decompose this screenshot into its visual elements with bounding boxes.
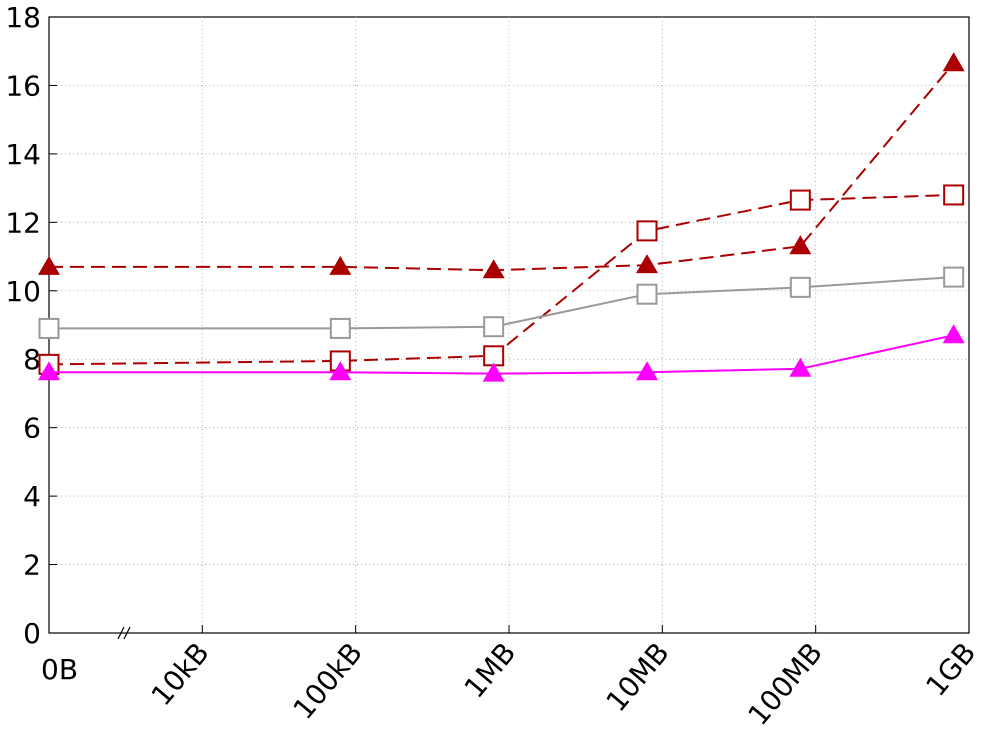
y-tick-label: 12 — [5, 206, 41, 239]
marker — [942, 324, 965, 344]
y-tick-label: 2 — [23, 549, 41, 582]
marker — [636, 361, 658, 381]
marker — [943, 184, 965, 206]
series-line — [49, 62, 955, 272]
y-tick-label: 10 — [5, 275, 41, 308]
x-tick-label: 10kB — [145, 636, 216, 712]
marker — [789, 189, 811, 211]
marker — [636, 254, 658, 274]
x-tick-label: 10MB — [600, 636, 676, 718]
marker — [636, 220, 658, 242]
y-tick-label: 14 — [5, 138, 41, 171]
marker — [38, 361, 60, 381]
x-tick-label: 1MB — [458, 636, 523, 704]
axis-break — [117, 626, 131, 640]
marker — [789, 235, 812, 255]
marker — [482, 259, 505, 279]
y-tick-label: 8 — [23, 343, 41, 376]
marker — [329, 317, 351, 339]
y-tick-label: 16 — [5, 69, 41, 102]
marker — [483, 316, 505, 338]
marker — [943, 266, 965, 288]
y-tick-label: 6 — [23, 412, 41, 445]
x-tick-label: 100MB — [742, 636, 830, 731]
x-tick-label: 0B — [41, 653, 78, 686]
series-line — [49, 334, 954, 375]
marker — [483, 345, 505, 367]
x-tick-label: 1GB — [919, 636, 982, 702]
y-tick-label: 0 — [23, 617, 41, 650]
marker — [482, 362, 505, 382]
series-line — [49, 276, 954, 330]
series-line — [48, 193, 954, 366]
y-tick-label: 18 — [5, 1, 41, 34]
marker — [789, 276, 811, 298]
marker — [38, 255, 60, 275]
marker — [789, 357, 812, 377]
marker — [38, 317, 60, 339]
x-tick-label: 100kB — [287, 636, 369, 725]
marker — [329, 255, 352, 275]
marker — [329, 361, 352, 381]
marker — [942, 52, 965, 72]
y-tick-label: 4 — [23, 480, 41, 513]
marker — [636, 283, 658, 305]
